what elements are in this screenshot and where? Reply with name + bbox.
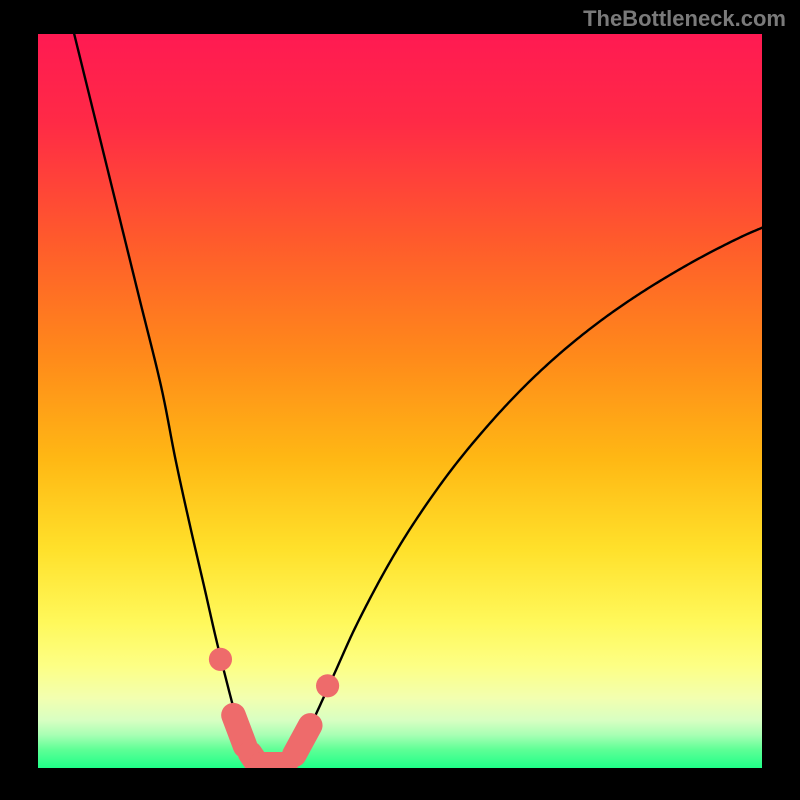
- curve-marker: [233, 715, 245, 746]
- curve-marker: [209, 648, 232, 671]
- curve-marker: [294, 725, 310, 754]
- curve-marker: [316, 674, 339, 697]
- chart-svg: [38, 34, 762, 768]
- frame: TheBottleneck.com: [0, 0, 800, 800]
- plot-area: [38, 34, 762, 768]
- watermark-text: TheBottleneck.com: [583, 6, 786, 32]
- chart-background: [38, 34, 762, 768]
